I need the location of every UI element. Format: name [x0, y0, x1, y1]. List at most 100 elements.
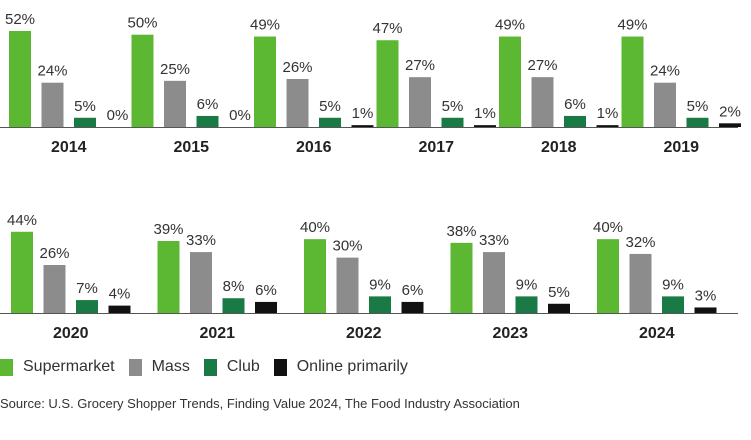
- bar-supermarket-2021: [157, 241, 180, 313]
- data-label: 50%: [127, 15, 157, 32]
- bar-online-primarily-2019: [719, 123, 741, 127]
- data-label: 39%: [153, 221, 183, 238]
- bar-mass-2021: [190, 252, 212, 313]
- year-label-2014: 2014: [51, 139, 87, 156]
- data-label: 25%: [160, 61, 190, 78]
- data-label: 52%: [5, 11, 35, 28]
- bar-supermarket-2019: [621, 36, 644, 127]
- data-label: 24%: [37, 63, 67, 80]
- data-label: 27%: [527, 57, 557, 74]
- data-label: 4%: [109, 286, 131, 303]
- data-label: 24%: [650, 63, 680, 80]
- bar-online-primarily-2016: [351, 125, 374, 127]
- data-label: 6%: [197, 96, 219, 113]
- source-note: Source: U.S. Grocery Shopper Trends, Fin…: [0, 396, 520, 411]
- year-label-2017: 2017: [418, 139, 454, 156]
- data-label: 5%: [319, 98, 341, 115]
- bar-mass-2024: [629, 253, 652, 313]
- bar-supermarket-2015: [131, 34, 154, 127]
- bar-online-primarily-2023: [548, 303, 570, 313]
- bar-supermarket-2023: [450, 242, 473, 313]
- data-label: 6%: [402, 282, 424, 299]
- bar-club-2024: [662, 296, 684, 313]
- bar-club-2016: [319, 117, 341, 127]
- bar-club-2020: [76, 300, 98, 313]
- data-label: 33%: [186, 232, 216, 249]
- data-label: 40%: [300, 219, 330, 236]
- bar-mass-2019: [654, 82, 676, 127]
- data-label: 5%: [74, 98, 96, 115]
- year-label-2021: 2021: [199, 325, 235, 342]
- data-label: 3%: [695, 287, 717, 304]
- data-label: 49%: [617, 17, 647, 34]
- data-label: 9%: [662, 276, 684, 293]
- data-label: 1%: [474, 105, 496, 122]
- data-label: 47%: [372, 20, 402, 37]
- year-label-2024: 2024: [639, 325, 675, 342]
- legend-item-club: Club: [203, 358, 260, 376]
- bar-mass-2016: [286, 79, 309, 127]
- bar-online-primarily-2018: [596, 125, 619, 127]
- bar-club-2017: [441, 117, 464, 127]
- bar-mass-2023: [483, 252, 505, 313]
- year-label-2019: 2019: [663, 139, 699, 156]
- legend-swatch-club: [203, 358, 217, 376]
- data-label: 26%: [282, 59, 312, 76]
- bar-supermarket-2024: [597, 239, 619, 313]
- bar-club-2018: [564, 115, 586, 127]
- bar-club-2021: [222, 298, 245, 313]
- bar-supermarket-2016: [254, 36, 276, 127]
- grouped-bar-chart: 52% 24% 5% 0% 2014 50% 25% 6% 0% 2015 49% 26% 5% 1% 20…: [0, 11, 741, 342]
- data-label: 6%: [564, 96, 586, 113]
- data-label: 0%: [229, 107, 251, 124]
- legend-swatch-online: [273, 358, 287, 376]
- year-label-2020: 2020: [53, 325, 89, 342]
- legend-label: Online primarily: [296, 358, 408, 375]
- bar-mass-2017: [409, 77, 431, 127]
- data-label: 27%: [405, 57, 435, 74]
- data-label: 7%: [76, 280, 98, 297]
- bar-club-2015: [196, 115, 219, 127]
- bar-mass-2014: [41, 82, 64, 127]
- data-label: 40%: [593, 219, 623, 236]
- data-label: 6%: [255, 282, 277, 299]
- legend-label: Mass: [151, 358, 190, 375]
- data-label: 5%: [687, 98, 709, 115]
- year-label-2016: 2016: [296, 139, 332, 156]
- bar-online-primarily-2017: [474, 125, 496, 127]
- bar-mass-2022: [336, 257, 359, 313]
- data-label: 44%: [7, 212, 37, 229]
- bar-supermarket-2020: [11, 231, 33, 313]
- data-label: 32%: [625, 234, 655, 251]
- year-label-2022: 2022: [346, 325, 382, 342]
- data-label: 1%: [352, 105, 374, 122]
- bar-mass-2015: [164, 80, 186, 127]
- bar-mass-2018: [531, 77, 554, 127]
- data-label: 1%: [597, 105, 619, 122]
- legend-swatch-supermarket: [0, 358, 13, 376]
- bar-online-primarily-2021: [255, 301, 277, 313]
- bar-club-2022: [369, 296, 391, 313]
- data-label: 5%: [548, 284, 570, 301]
- bar-online-primarily-2024: [694, 307, 717, 313]
- year-label-2015: 2015: [173, 139, 209, 156]
- data-label: 9%: [516, 276, 538, 293]
- data-label: 2%: [719, 103, 741, 120]
- bar-club-2023: [515, 296, 538, 313]
- legend-item-online: Online primarily: [273, 358, 408, 376]
- data-label: 49%: [495, 17, 525, 34]
- legend-label: Supermarket: [23, 358, 115, 375]
- data-label: 38%: [446, 223, 476, 240]
- data-label: 0%: [107, 107, 129, 124]
- data-label: 9%: [369, 276, 391, 293]
- bar-online-primarily-2022: [401, 301, 424, 313]
- year-label-2023: 2023: [492, 325, 528, 342]
- bar-supermarket-2014: [9, 31, 31, 127]
- legend-label: Club: [226, 358, 260, 375]
- bar-online-primarily-2020: [108, 305, 131, 313]
- data-label: 33%: [479, 232, 509, 249]
- data-label: 26%: [39, 245, 69, 262]
- bar-supermarket-2017: [376, 40, 399, 127]
- data-label: 30%: [332, 238, 362, 255]
- bar-supermarket-2022: [304, 239, 326, 313]
